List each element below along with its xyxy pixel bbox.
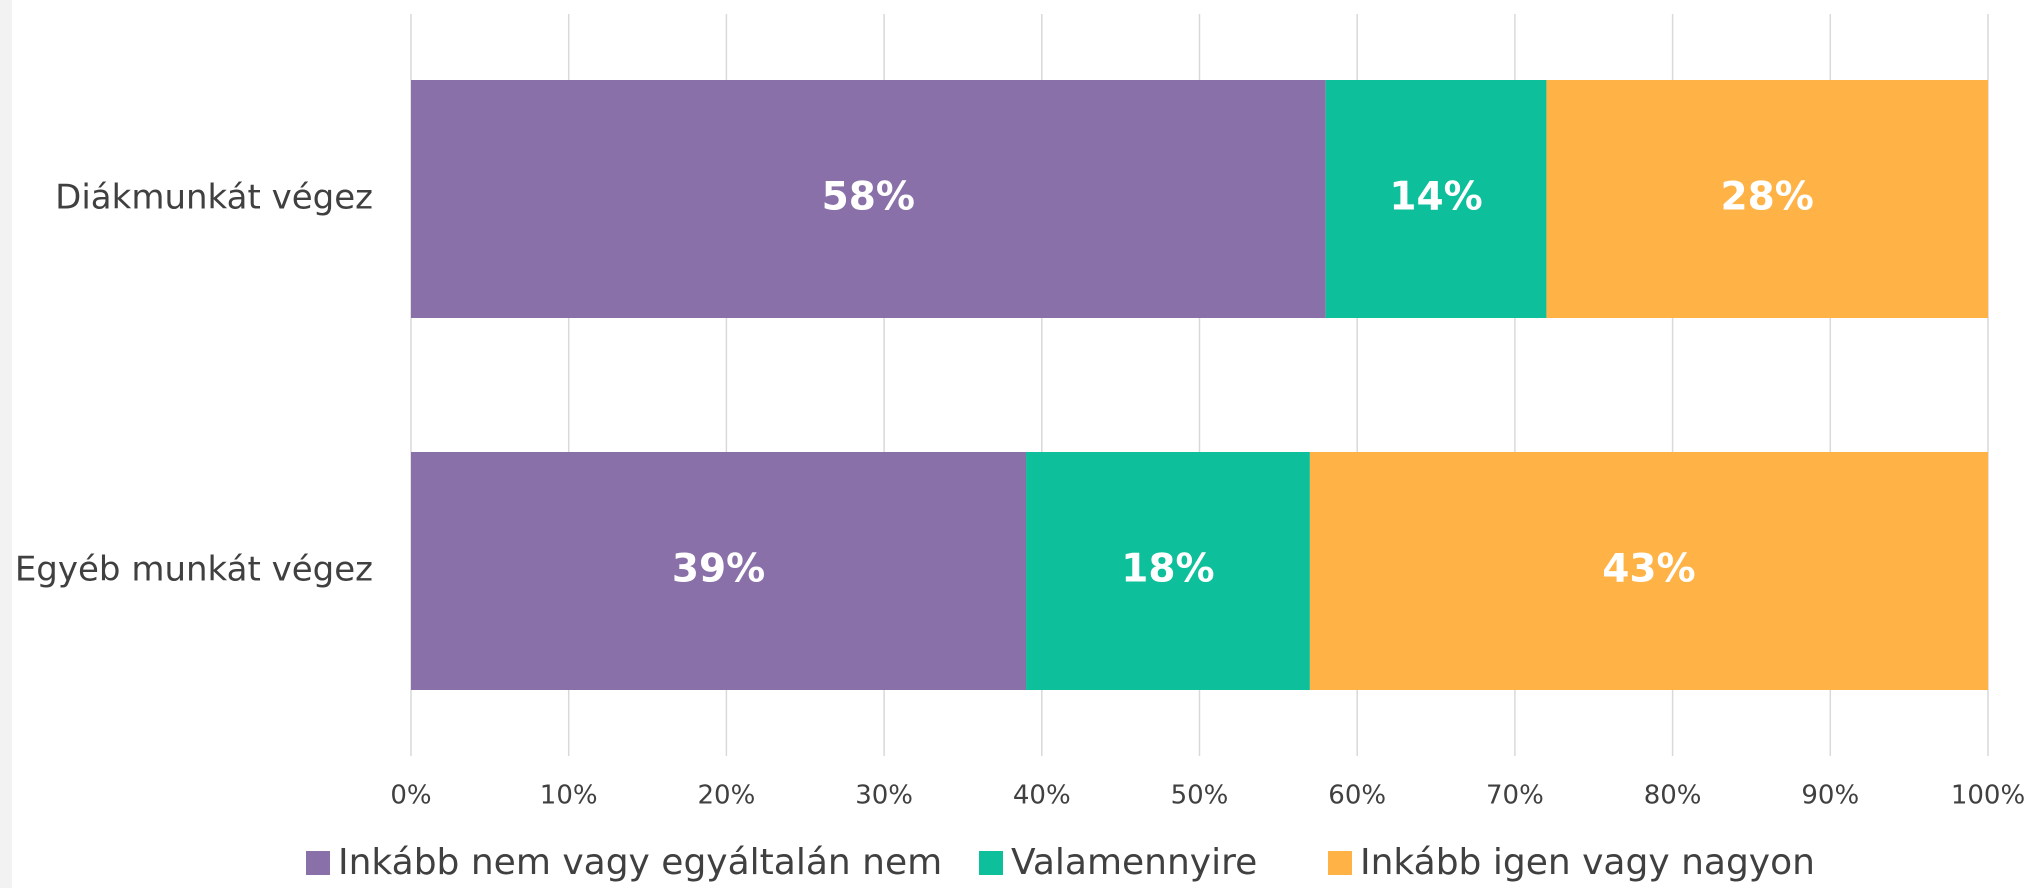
legend-swatch: [306, 851, 330, 875]
legend-label: Valamennyire: [1011, 842, 1257, 883]
x-tick-label: 60%: [1328, 781, 1386, 811]
x-tick-label: 0%: [390, 781, 431, 811]
data-label: 39%: [672, 547, 765, 592]
x-tick-label: 70%: [1486, 781, 1544, 811]
legend-label: Inkább igen vagy nagyon: [1360, 842, 1815, 883]
x-tick-label: 40%: [1013, 781, 1071, 811]
side-strip: [0, 0, 12, 888]
legend-swatch: [979, 851, 1003, 875]
x-tick-label: 10%: [540, 781, 598, 811]
bar-segment: [411, 452, 1027, 690]
bar-segment: [1309, 452, 1988, 690]
data-label: 18%: [1121, 547, 1214, 592]
data-label: 28%: [1721, 175, 1814, 220]
category-label: Egyéb munkát végez: [15, 550, 373, 590]
legend-label: Inkább nem vagy egyáltalán nem: [338, 842, 942, 883]
bar-segment: [411, 80, 1326, 318]
data-label: 58%: [822, 175, 915, 220]
bar-segment: [1026, 452, 1310, 690]
data-label: 43%: [1602, 547, 1695, 592]
x-tick-label: 100%: [1951, 781, 2025, 811]
x-tick-label: 20%: [698, 781, 756, 811]
legend-swatch: [1328, 851, 1352, 875]
category-label: Diákmunkát végez: [55, 178, 373, 218]
x-tick-label: 30%: [855, 781, 913, 811]
x-tick-label: 90%: [1801, 781, 1859, 811]
x-tick-label: 50%: [1171, 781, 1229, 811]
data-label: 14%: [1389, 175, 1482, 220]
x-tick-label: 80%: [1644, 781, 1702, 811]
bar-segment: [1325, 80, 1547, 318]
bar-segment: [1546, 80, 1988, 318]
